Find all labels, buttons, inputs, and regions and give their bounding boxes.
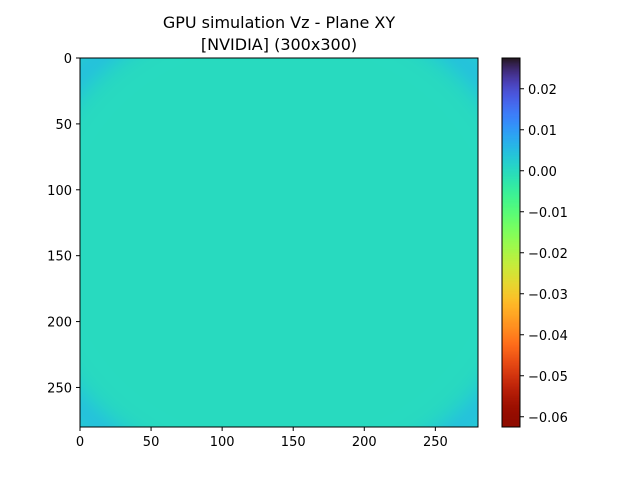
chart-title: GPU simulation Vz - Plane XY: [163, 13, 396, 32]
colorbar-tick-label: −0.05: [528, 370, 568, 385]
x-tick-label: 0: [76, 435, 84, 450]
colorbar-tick-label: −0.02: [528, 247, 568, 262]
colorbar-tick-label: −0.06: [528, 411, 568, 426]
y-tick-label: 200: [47, 316, 72, 331]
colorbar-tick-label: −0.03: [528, 288, 568, 303]
y-tick-label: 50: [55, 118, 72, 133]
heatmap-image-frame: [80, 58, 478, 427]
colorbar-tick-label: 0.02: [528, 83, 557, 98]
colorbar-tick-label: 0.00: [528, 165, 557, 180]
plot-frame: [79, 57, 479, 428]
colorbar-frame: [502, 58, 520, 427]
x-tick-label: 200: [352, 435, 377, 450]
y-tick-label: 150: [47, 250, 72, 265]
x-tick-label: 100: [210, 435, 235, 450]
heatmap-image: [80, 58, 478, 427]
colorbar: [502, 58, 520, 427]
y-tick-label: 250: [47, 381, 72, 396]
colorbar-tick-label: −0.04: [528, 329, 568, 344]
colorbar-outline: [501, 57, 521, 428]
chart-subtitle: [NVIDIA] (300x300): [201, 35, 357, 54]
x-tick-label: 250: [423, 435, 448, 450]
x-axis: 0 50 100 150 200 250: [76, 427, 448, 450]
y-tick-label: 100: [47, 184, 72, 199]
y-axis: 0 50 100 150 200 250: [47, 52, 80, 396]
colorbar-axis: 0.02 0.01 0.00 −0.01 −0.02 −0.03 −0.04 −0.05 −0.…: [520, 83, 568, 426]
colorbar-tick-label: 0.01: [528, 124, 557, 139]
colorbar-tick-label: −0.01: [528, 206, 568, 221]
x-tick-label: 150: [281, 435, 306, 450]
y-tick-label: 0: [64, 52, 72, 67]
x-tick-label: 50: [143, 435, 160, 450]
